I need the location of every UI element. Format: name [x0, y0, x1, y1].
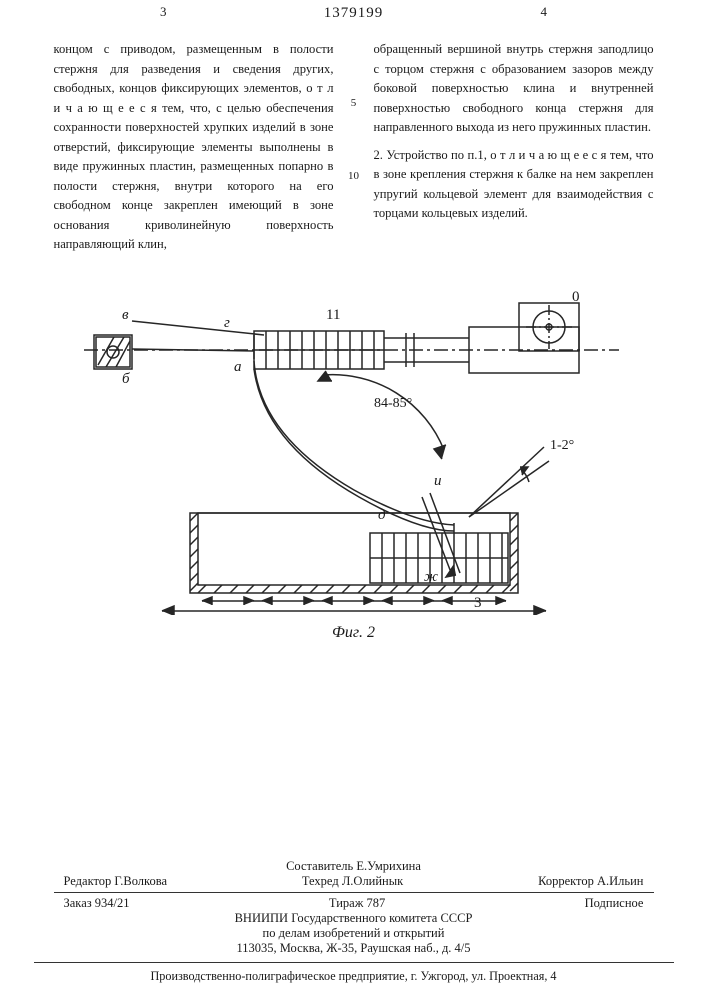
label-a: а [234, 359, 242, 375]
curved-arm [254, 361, 454, 533]
angle-1-2 [469, 447, 549, 517]
corrector-name: А.Ильин [597, 874, 644, 888]
label-b: б [122, 371, 130, 387]
label-3: 3 [474, 595, 482, 611]
text-columns: концом с приводом, размещенным в полости… [54, 40, 654, 255]
label-d: д [378, 507, 386, 523]
order-number: Заказ 934/21 [64, 896, 130, 911]
right-column: обращенный вершиной внутрь стержня запод… [374, 40, 654, 255]
line-number-10: 10 [348, 171, 359, 182]
label-ang1: 84-85° [374, 396, 412, 411]
right-cylinder [469, 303, 579, 373]
subscription: Подписное [585, 896, 644, 911]
right-column-p1: обращенный вершиной внутрь стержня запод… [374, 42, 654, 134]
angle-84-85 [318, 371, 446, 459]
right-column-p2: 2. Устройство по п.1, о т л и ч а ю щ е … [374, 148, 654, 221]
corrector-label: Корректор [538, 874, 594, 888]
line-number-gutter: 5 10 [344, 40, 364, 255]
left-column-text: концом с приводом, размещенным в полости… [54, 42, 334, 251]
spring-plates [132, 321, 264, 359]
label-0: 0 [572, 289, 580, 305]
label-v: в [122, 307, 129, 323]
compiler-name: Е.Умрихина [356, 859, 421, 873]
compiler-label: Составитель [286, 859, 353, 873]
figure-svg: в б г а 11 0 84-85° 1-2° д и ж 3 [74, 275, 634, 615]
page-header: 3 1379199 4 [0, 0, 707, 32]
org-line-2: по делам изобретений и открытий [64, 926, 644, 941]
footer: Составитель Е.Умрихина Редактор Г.Волков… [0, 859, 707, 984]
page-number-right: 4 [541, 4, 548, 20]
label-g: г [224, 315, 230, 331]
techred-label: Техред [302, 874, 339, 888]
document-number: 1379199 [324, 5, 384, 21]
page-number-left: 3 [160, 4, 167, 20]
label-zh: ж [424, 569, 438, 585]
label-11: 11 [326, 307, 340, 323]
left-column: концом с приводом, размещенным в полости… [54, 40, 334, 255]
line-number-5: 5 [351, 98, 357, 109]
motion-arrows [162, 597, 546, 615]
tirazh: Тираж 787 [329, 896, 385, 911]
print-house: Производственно-полиграфическое предприя… [0, 967, 707, 984]
org-address: 113035, Москва, Ж-35, Раушская наб., д. … [64, 941, 644, 956]
techred-name: Л.Олийнык [342, 874, 403, 888]
editor-name: Г.Волкова [114, 874, 167, 888]
label-i: и [434, 473, 442, 489]
org-line-1: ВНИИПИ Государственного комитета СССР [64, 911, 644, 926]
label-ang2: 1-2° [550, 438, 574, 453]
figure-caption: Фиг. 2 [74, 624, 634, 642]
figure-2: в б г а 11 0 84-85° 1-2° д и ж 3 Фиг. 2 [74, 275, 634, 642]
left-mount [94, 335, 132, 369]
editor-label: Редактор [64, 874, 112, 888]
container [190, 513, 518, 593]
